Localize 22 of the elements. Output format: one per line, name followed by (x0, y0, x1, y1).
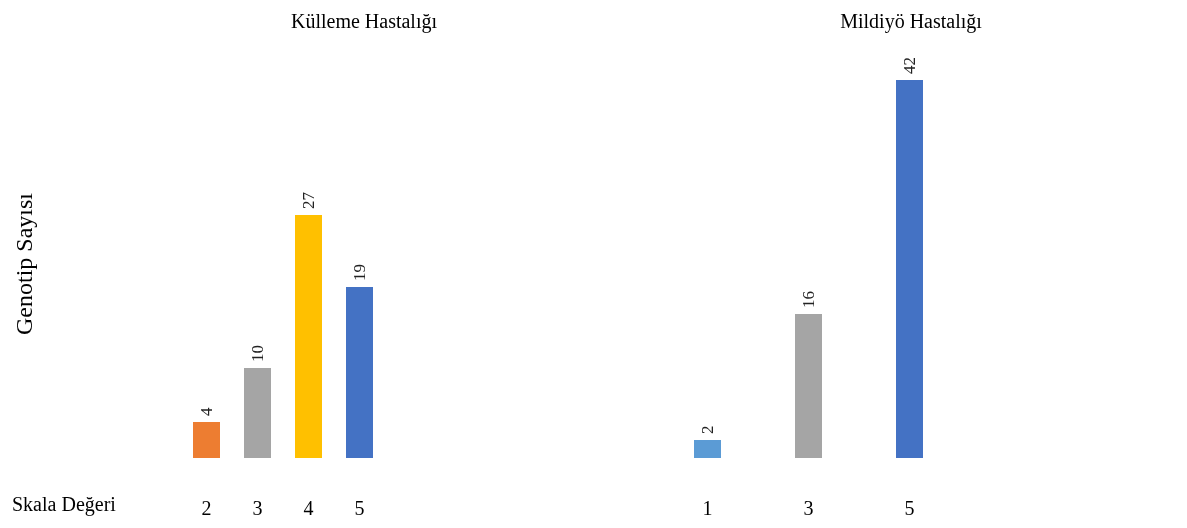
x-tick-label: 4 (303, 497, 314, 519)
x-tick-label: 5 (354, 497, 365, 519)
x-tick-label: 1 (702, 497, 713, 519)
bar (244, 368, 271, 458)
x-axis-title: Skala Değeri (12, 493, 117, 516)
x-tick-label: 2 (201, 497, 212, 519)
x-tick-label: 3 (803, 497, 814, 519)
bar (193, 422, 220, 458)
x-tick-label: 5 (904, 497, 915, 519)
data-label: 16 (799, 291, 818, 308)
data-label: 2 (698, 425, 717, 434)
chart-title: Külleme Hastalığı (290, 10, 438, 33)
data-label: 19 (350, 264, 369, 281)
data-label: 27 (299, 191, 318, 209)
bar (346, 287, 373, 458)
bar (295, 215, 322, 458)
data-label: 42 (900, 57, 919, 74)
data-label: 10 (248, 345, 267, 362)
chart-title: Mildiyö Hastalığı (840, 10, 983, 33)
data-label: 4 (197, 407, 216, 416)
x-tick-label: 3 (252, 497, 263, 519)
y-axis-title: Genotip Sayısı (11, 192, 37, 335)
